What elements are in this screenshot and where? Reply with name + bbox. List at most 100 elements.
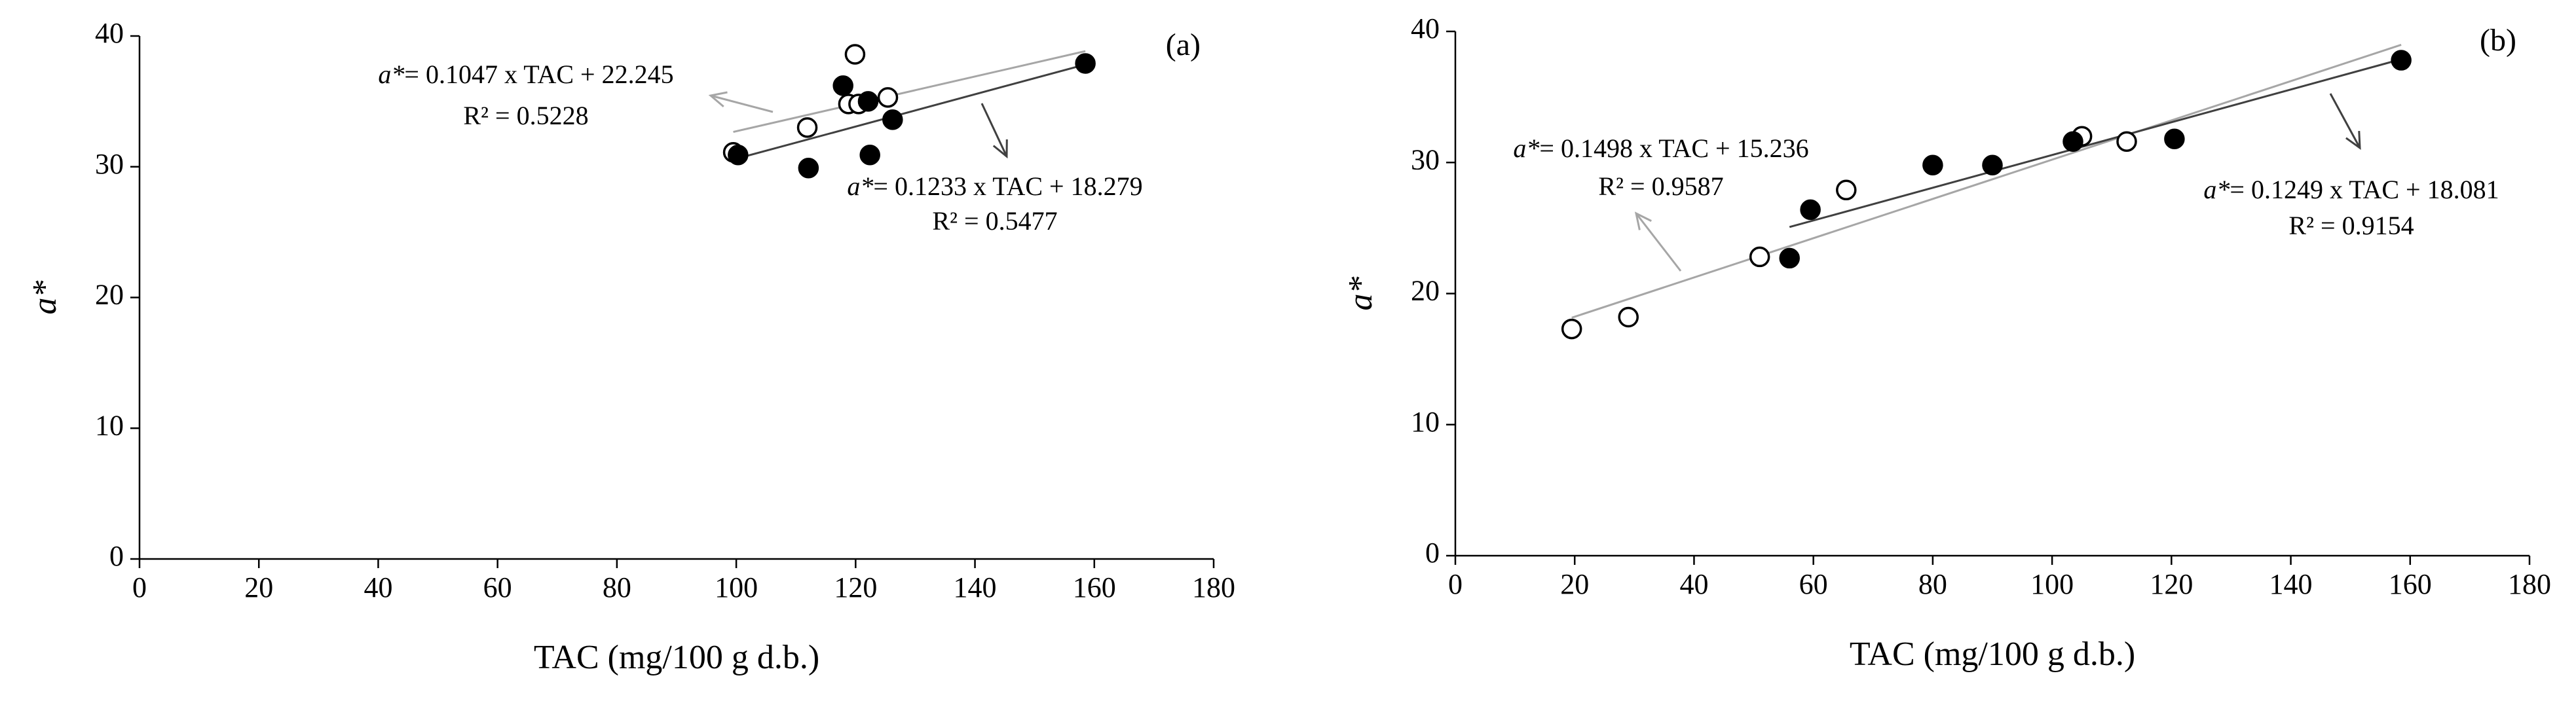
- trend-line: [737, 63, 1086, 160]
- y-tick-label: 40: [95, 17, 124, 49]
- y-tick-label: 10: [1411, 406, 1440, 438]
- x-tick-label: 100: [2030, 568, 2074, 600]
- data-point: [2391, 50, 2412, 71]
- equation-mid: x TAC +: [498, 60, 602, 89]
- equation-eq: =: [2230, 175, 2251, 204]
- annotation-arrow: [710, 94, 774, 113]
- data-point: [1800, 199, 1821, 221]
- data-point: [1075, 53, 1096, 74]
- r2-label: R² =: [932, 206, 985, 236]
- equation-lhs: a*: [847, 171, 873, 201]
- data-point: [796, 117, 818, 138]
- arrow-head: [708, 91, 728, 108]
- fit-r2: R² = 0.9154: [2288, 211, 2414, 240]
- x-axis-label: TAC (mg/100 g d.b.): [534, 639, 819, 676]
- x-tick-label: 120: [2150, 568, 2193, 600]
- fit-r2: R² = 0.5228: [463, 101, 588, 130]
- x-tick-label: 80: [603, 571, 631, 603]
- y-tick-label: 40: [1411, 12, 1440, 45]
- fit-equation: a*= 0.1249 x TAC + 18.081: [2203, 175, 2499, 204]
- y-tick-label: 0: [109, 540, 124, 572]
- data-point: [857, 91, 879, 112]
- y-tick-label: 30: [95, 148, 124, 180]
- r2-value: 0.5477: [986, 206, 1058, 236]
- equation-intercept: 15.236: [1737, 134, 1809, 163]
- equation-mid: x TAC +: [967, 171, 1071, 201]
- data-point: [832, 75, 853, 96]
- r2-label: R² =: [463, 101, 516, 130]
- y-tick-label: 10: [95, 409, 124, 441]
- x-tick-label: 180: [2508, 568, 2551, 600]
- equation-lhs: a*: [378, 60, 404, 89]
- data-point: [859, 145, 880, 166]
- annotation-arrow: [1635, 213, 1682, 272]
- data-point: [2063, 131, 2083, 152]
- x-tick-label: 40: [1679, 568, 1708, 600]
- equation-eq: =: [873, 171, 895, 201]
- x-tick-label: 160: [2389, 568, 2432, 600]
- data-point: [798, 157, 819, 179]
- equation-lhs: a*: [2203, 175, 2230, 204]
- annotation-arrow: [2329, 93, 2361, 149]
- y-tick-label: 0: [1425, 537, 1440, 569]
- equation-mid: x TAC +: [1633, 134, 1737, 163]
- data-point: [728, 145, 749, 166]
- x-tick-label: 80: [1918, 568, 1947, 600]
- equation-slope: 0.1047: [426, 60, 498, 89]
- equation-eq: =: [1539, 134, 1561, 163]
- data-point: [1561, 318, 1582, 340]
- data-point: [2164, 128, 2185, 149]
- data-point: [877, 87, 899, 108]
- fit-equation: a*= 0.1233 x TAC + 18.279: [847, 171, 1142, 201]
- equation-mid: x TAC +: [2323, 175, 2427, 204]
- fit-equation: a*= 0.1047 x TAC + 22.245: [378, 60, 673, 89]
- equation-intercept: 18.279: [1071, 171, 1143, 201]
- annotation-arrow: [980, 103, 1008, 157]
- fit-r2: R² = 0.9587: [1598, 171, 1723, 201]
- x-tick-label: 60: [1799, 568, 1828, 600]
- r2-value: 0.5228: [517, 101, 589, 130]
- x-tick-label: 20: [1560, 568, 1589, 600]
- data-point: [1749, 246, 1770, 268]
- panel-label: (b): [2480, 23, 2516, 58]
- trend-line: [733, 50, 1086, 134]
- fit-equation: a*= 0.1498 x TAC + 15.236: [1513, 134, 1808, 163]
- data-point: [1836, 179, 1857, 201]
- data-point: [1779, 247, 1800, 269]
- r2-label: R² =: [1598, 171, 1651, 201]
- x-tick-label: 140: [954, 571, 997, 603]
- panel-label: (a): [1166, 27, 1201, 62]
- equation-slope: 0.1249: [2251, 175, 2323, 204]
- x-tick-label: 180: [1192, 571, 1235, 603]
- data-point: [1922, 154, 1943, 176]
- data-point: [2116, 131, 2137, 152]
- r2-label: R² =: [2288, 211, 2342, 240]
- data-point: [1982, 154, 2003, 176]
- x-tick-label: 40: [364, 571, 392, 603]
- r2-value: 0.9154: [2342, 211, 2414, 240]
- fit-r2: R² = 0.5477: [932, 206, 1057, 236]
- y-axis-label: a*: [1342, 277, 1379, 311]
- y-axis-label: a*: [26, 281, 64, 315]
- equation-slope: 0.1233: [895, 171, 967, 201]
- x-tick-label: 0: [132, 571, 147, 603]
- x-tick-label: 120: [834, 571, 877, 603]
- arrow-head: [1634, 211, 1652, 230]
- y-tick-label: 20: [95, 279, 124, 311]
- data-point: [882, 109, 903, 130]
- arrow-head: [2345, 130, 2361, 151]
- trend-line: [1789, 58, 2402, 228]
- r2-value: 0.9587: [1652, 171, 1724, 201]
- x-tick-label: 100: [715, 571, 758, 603]
- equation-slope: 0.1498: [1561, 134, 1633, 163]
- x-tick-label: 0: [1448, 568, 1463, 600]
- equation-eq: =: [404, 60, 426, 89]
- equation-intercept: 22.245: [602, 60, 674, 89]
- trend-line: [1571, 44, 2402, 319]
- y-tick-label: 20: [1411, 275, 1440, 307]
- x-tick-label: 140: [2269, 568, 2313, 600]
- data-point: [844, 44, 866, 65]
- x-axis-label: TAC (mg/100 g d.b.): [1850, 636, 2135, 673]
- x-tick-label: 60: [483, 571, 512, 603]
